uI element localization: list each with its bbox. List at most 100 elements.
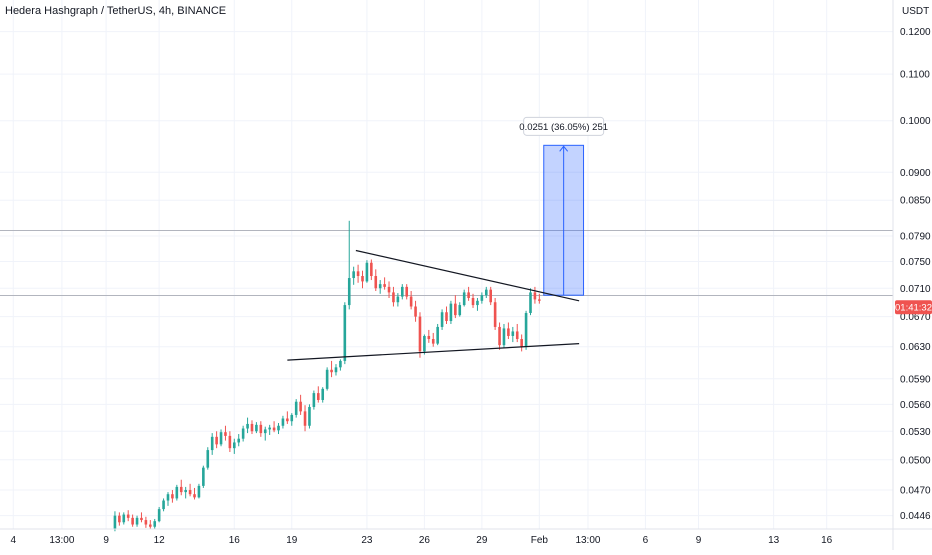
candle-body (480, 295, 484, 301)
price-range-measure[interactable]: 0.0251 (36.05%) 251 (519, 116, 608, 296)
candle-body (272, 427, 276, 431)
candle-body (374, 276, 378, 289)
y-tick-label: 0.0530 (900, 427, 931, 438)
last-price-badge (895, 300, 932, 315)
trendline-lower[interactable] (287, 343, 580, 361)
x-tick-label: 4 (10, 535, 16, 546)
candle-body (334, 367, 338, 373)
x-tick-label: 6 (643, 535, 649, 546)
candle-body (458, 305, 462, 316)
candle-body (471, 297, 475, 306)
candle-body (303, 411, 307, 426)
candle-body (449, 303, 453, 322)
candle-body (493, 302, 497, 327)
candle-body (440, 312, 444, 327)
candle-body (277, 425, 280, 431)
y-tick-label: 0.0590 (900, 374, 931, 385)
candle-body (206, 450, 210, 468)
candle-body (153, 521, 157, 527)
candle-body (281, 418, 285, 426)
candle-body (308, 406, 311, 426)
measure-arrow-head (559, 145, 569, 152)
candle-body (268, 427, 271, 430)
x-tick-label: 16 (821, 535, 833, 546)
candle-body (255, 424, 258, 432)
candle-body (233, 442, 236, 449)
candle-body (454, 303, 457, 316)
candle-body (520, 339, 523, 347)
candle-body (352, 271, 355, 279)
candle-body (122, 514, 126, 523)
candle-body (316, 393, 320, 400)
measure-label: 0.0251 (36.05%) 251 (519, 122, 608, 133)
candle-body (228, 435, 232, 449)
candle-body (405, 286, 409, 297)
candle-body (162, 500, 165, 510)
candle-body (113, 515, 117, 529)
candle-body (290, 414, 294, 422)
currency-label: USDT (902, 6, 929, 17)
candle-body (184, 490, 187, 493)
candle-body (149, 524, 152, 527)
candle-body (224, 432, 227, 436)
candle-body (489, 289, 493, 303)
candle-body (210, 436, 214, 451)
trendlines[interactable] (287, 249, 580, 361)
candle-body (179, 486, 183, 493)
y-tick-label: 0.0710 (900, 284, 931, 295)
candle-body (118, 515, 121, 523)
candle-body (414, 306, 417, 317)
candle-body (418, 316, 422, 352)
y-tick-label: 0.1200 (900, 27, 931, 38)
candle-body (378, 284, 382, 289)
candle-body (436, 326, 439, 344)
candle-body (502, 328, 506, 346)
candle-body (140, 517, 143, 521)
candle-body (237, 438, 241, 443)
horizontal-lines[interactable] (0, 230, 893, 296)
candle-body (197, 485, 201, 498)
candle-body (423, 335, 426, 352)
time-axis[interactable]: 4 13:00 9 12 16 19 23 26 29 Feb 13:00 6 9 13 16 (0, 528, 932, 546)
y-tick-label: 0.0470 (900, 486, 931, 497)
price-axis[interactable]: 0.1200 0.1100 0.1000 0.0900 0.0850 0.0790 0.07… (892, 0, 932, 550)
candle-body (131, 517, 134, 525)
candle-body (299, 401, 302, 412)
candle-body (507, 328, 510, 336)
x-tick-label: 26 (419, 535, 431, 546)
x-tick-label: 19 (286, 535, 298, 546)
candle-body (171, 494, 174, 499)
x-tick-label: Feb (531, 535, 549, 546)
x-tick-label: 9 (696, 535, 702, 546)
candle-body (511, 331, 515, 336)
y-tick-label: 0.0630 (900, 342, 931, 353)
x-tick-label: 16 (229, 535, 241, 546)
candle-body (445, 312, 448, 322)
candle-body (383, 284, 386, 287)
candle-body (144, 520, 148, 525)
candle-body (356, 271, 360, 277)
candle-body (166, 494, 170, 501)
candle-body (157, 509, 161, 522)
candle-body (193, 494, 196, 498)
candles (113, 220, 541, 532)
y-tick-label: 0.0900 (900, 168, 931, 179)
x-tick-label: 23 (361, 535, 373, 546)
candle-body (462, 292, 466, 306)
candle-body (259, 424, 263, 434)
x-tick-label: 13:00 (575, 535, 600, 546)
gridlines (0, 0, 893, 529)
candle-body (476, 300, 479, 306)
y-tick-label: 0.1100 (900, 70, 930, 81)
candle-body (529, 292, 532, 313)
x-tick-label: 29 (476, 535, 488, 546)
candle-body (325, 369, 329, 389)
last-price-countdown: 01:41:32 (895, 303, 932, 314)
candle-body (241, 428, 245, 439)
trendline-upper[interactable] (355, 249, 580, 302)
candle-body (498, 326, 501, 346)
y-tick-label: 0.0750 (900, 257, 931, 268)
candle-body (515, 331, 519, 340)
